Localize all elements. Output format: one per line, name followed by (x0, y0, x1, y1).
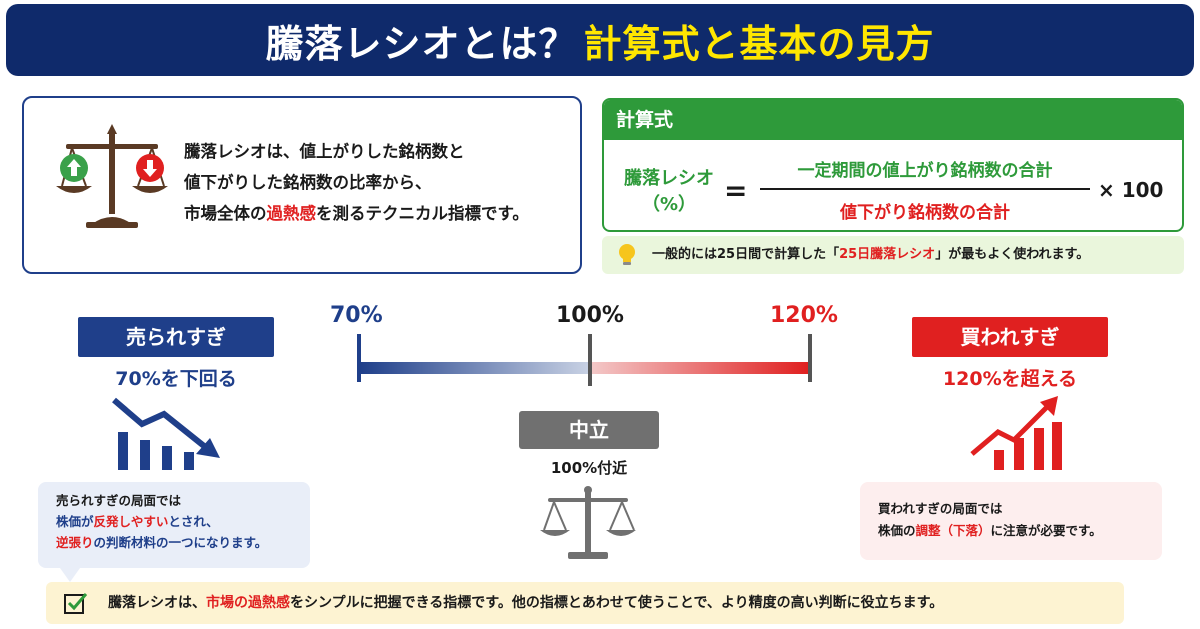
formula-heading: 計算式 (604, 100, 1182, 140)
lightbulb-icon (619, 244, 635, 265)
overbought-condition: 120%を超える (942, 368, 1078, 390)
overbought-explanation: 買われすぎの局面では 株価の調整（下落）に注意が必要です。 (860, 482, 1162, 560)
gauge-label-low: 70% (330, 303, 383, 328)
title-sub: 計算式と基本の見方 (583, 21, 935, 66)
falling-bar-chart-icon (112, 397, 220, 470)
balance-scale-icon (56, 124, 168, 228)
neutral-badge: 中立 (519, 411, 659, 449)
summary-post: をシンプルに把握できる指標です。他の指標とあわせて使うことで、より精度の高い判断… (290, 595, 944, 611)
formula-denominator: 値下がり銘柄数の合計 (840, 203, 1010, 223)
oversold-line-2-pre: 株価が (56, 514, 94, 529)
formula-box: 計算式 騰落レシオ （%） = 一定期間の値上がり銘柄数の合計 値下がり銘柄数の… (602, 98, 1184, 232)
overbought-line-2-pre: 株価の (878, 523, 916, 538)
arrow-up-icon (60, 154, 88, 182)
balance-scale-icon (540, 486, 636, 559)
definition-text: 騰落レシオは、値上がりした銘柄数と 値下がりした銘柄数の比率から、 市場全体の過… (184, 136, 529, 229)
ratio-gauge (357, 334, 812, 386)
overbought-badge: 買われすぎ (912, 317, 1108, 357)
summary-bar: 騰落レシオは、市場の過熱感をシンプルに把握できる指標です。他の指標とあわせて使う… (46, 582, 1124, 624)
oversold-condition: 70%を下回る (115, 368, 237, 390)
title-bar: 騰落レシオとは？ 計算式と基本の見方 (6, 4, 1194, 76)
formula-numerator: 一定期間の値上がり銘柄数の合計 (797, 161, 1053, 181)
oversold-line-3-post: の判断材料の一つになります。 (93, 535, 268, 550)
overbought-line-2-post: に注意が必要です。 (990, 523, 1102, 538)
formula-left-line-2: （%） (641, 194, 697, 215)
definition-line-3-post: を測るテクニカル指標です。 (316, 204, 529, 223)
rising-bar-chart-icon (970, 396, 1062, 470)
checkbox-icon (64, 593, 88, 614)
oversold-line-3: 逆張りの判断材料の一つになります。 (56, 532, 310, 553)
overbought-line-1: 買われすぎの局面では (878, 501, 1003, 516)
summary-highlight: 市場の過熱感 (206, 595, 290, 611)
overbought-line-2: 株価の調整（下落）に注意が必要です。 (878, 520, 1162, 542)
definition-line-2: 値下がりした銘柄数の比率から、 (184, 173, 432, 192)
oversold-explanation: 売られすぎの局面では 株価が反発しやすいとされ、 逆張りの判断材料の一つになりま… (38, 482, 310, 582)
formula-left-line-1: 騰落レシオ (624, 168, 714, 189)
definition-box: 騰落レシオは、値上がりした銘柄数と 値下がりした銘柄数の比率から、 市場全体の過… (22, 96, 582, 274)
rebound-highlight: 反発しやすい (93, 514, 169, 529)
note-highlight: 25日騰落レシオ (839, 247, 936, 262)
definition-line-1: 騰落レシオは、値上がりした銘柄数と (184, 142, 465, 161)
neutral-condition: 100%付近 (550, 459, 628, 477)
formula-left-term: 騰落レシオ （%） (616, 166, 722, 218)
fraction-line (760, 188, 1090, 190)
definition-line-3-pre: 市場全体の (184, 204, 267, 223)
title-main: 騰落レシオとは？ (265, 21, 578, 66)
note-box: 一般的には25日間で計算した「25日騰落レシオ」が最もよく使われます。 (602, 236, 1184, 274)
formula-equals: = (724, 174, 748, 207)
oversold-line-2: 株価が反発しやすいとされ、 (56, 511, 310, 532)
summary-pre: 騰落レシオは、 (108, 595, 206, 611)
overheat-highlight: 過熱感 (266, 204, 317, 223)
gauge-label-mid: 100% (556, 303, 624, 328)
formula-multiplier: × 100 (1098, 178, 1164, 202)
oversold-line-1: 売られすぎの局面では (56, 493, 182, 508)
note-pre: 一般的には25日間で計算した「 (652, 247, 840, 262)
definition-line-3: 市場全体の過熱感を測るテクニカル指標です。 (184, 198, 529, 229)
note-post: 」が最もよく使われます。 (935, 247, 1090, 262)
gauge-label-high: 120% (770, 303, 838, 328)
oversold-badge: 売られすぎ (78, 317, 274, 357)
correction-highlight: 調整（下落） (915, 523, 991, 538)
contrarian-highlight: 逆張り (56, 535, 94, 550)
oversold-line-2-post: とされ、 (168, 514, 219, 529)
arrow-down-icon (136, 154, 164, 182)
